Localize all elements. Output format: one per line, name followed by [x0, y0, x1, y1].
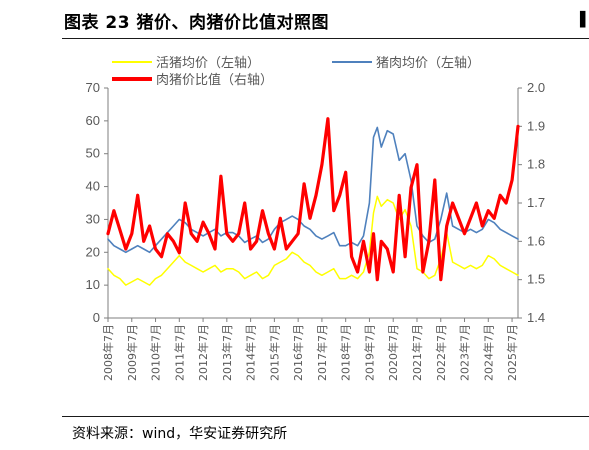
x-tick-label: 2008年7月	[101, 324, 115, 381]
footer-rule	[62, 416, 589, 417]
y-right-tick-label: 1.9	[527, 118, 545, 133]
edge-header-glyph: ▌	[580, 12, 589, 28]
x-tick-label: 2022年7月	[434, 324, 448, 381]
y-left-tick-label: 40	[86, 179, 100, 194]
x-tick-label: 2020年7月	[386, 324, 400, 381]
x-tick-label: 2010年7月	[149, 324, 163, 381]
x-tick-label: 2013年7月	[220, 324, 234, 381]
x-tick-label: 2025年7月	[505, 324, 519, 381]
y-left-tick-label: 10	[86, 277, 100, 292]
y-left-tick-label: 20	[86, 244, 100, 259]
x-tick-label: 2017年7月	[315, 324, 329, 381]
y-right-tick-label: 1.4	[527, 310, 545, 325]
y-left-tick-label: 30	[86, 211, 100, 226]
header-rule	[62, 38, 589, 39]
x-tick-label: 2018年7月	[339, 324, 353, 381]
x-tick-label: 2023年7月	[458, 324, 472, 381]
pork-price-line	[107, 126, 519, 254]
x-tick-label: 2015年7月	[267, 324, 281, 381]
y-right-tick-label: 1.5	[527, 272, 545, 287]
x-tick-label: 2011年7月	[172, 324, 186, 381]
y-left-tick-label: 60	[86, 113, 100, 128]
figure-title: 图表 23 猪价、肉猪价比值对照图	[64, 13, 329, 33]
legend-ratio-label: 肉猪价比值（右轴）	[156, 72, 273, 88]
x-tick-label: 2024年7月	[481, 324, 495, 381]
x-tick-label: 2014年7月	[244, 324, 258, 381]
x-tick-label: 2016年7月	[291, 324, 305, 381]
y-right-tick-label: 1.6	[527, 233, 545, 248]
live-pig-price-line	[107, 195, 519, 286]
y-left-tick-label: 0	[93, 310, 100, 325]
x-tick-label: 2009年7月	[125, 324, 139, 381]
y-left-tick-label: 50	[86, 146, 100, 161]
legend-pork-label: 猪肉均价（左轴）	[376, 56, 480, 71]
x-tick-label: 2019年7月	[362, 324, 376, 381]
pork-pig-ratio-line	[106, 117, 520, 282]
y-right-tick-label: 1.7	[527, 195, 545, 210]
legend-live-pig-label: 活猪均价（左轴）	[156, 56, 260, 71]
x-tick-label: 2012年7月	[196, 324, 210, 381]
y-right-tick-label: 2.0	[527, 80, 545, 95]
x-tick-label: 2021年7月	[410, 324, 424, 381]
source-note: 资料来源：wind，华安证券研究所	[72, 426, 288, 442]
y-left-tick-label: 70	[86, 80, 100, 95]
y-right-tick-label: 1.8	[527, 157, 545, 172]
